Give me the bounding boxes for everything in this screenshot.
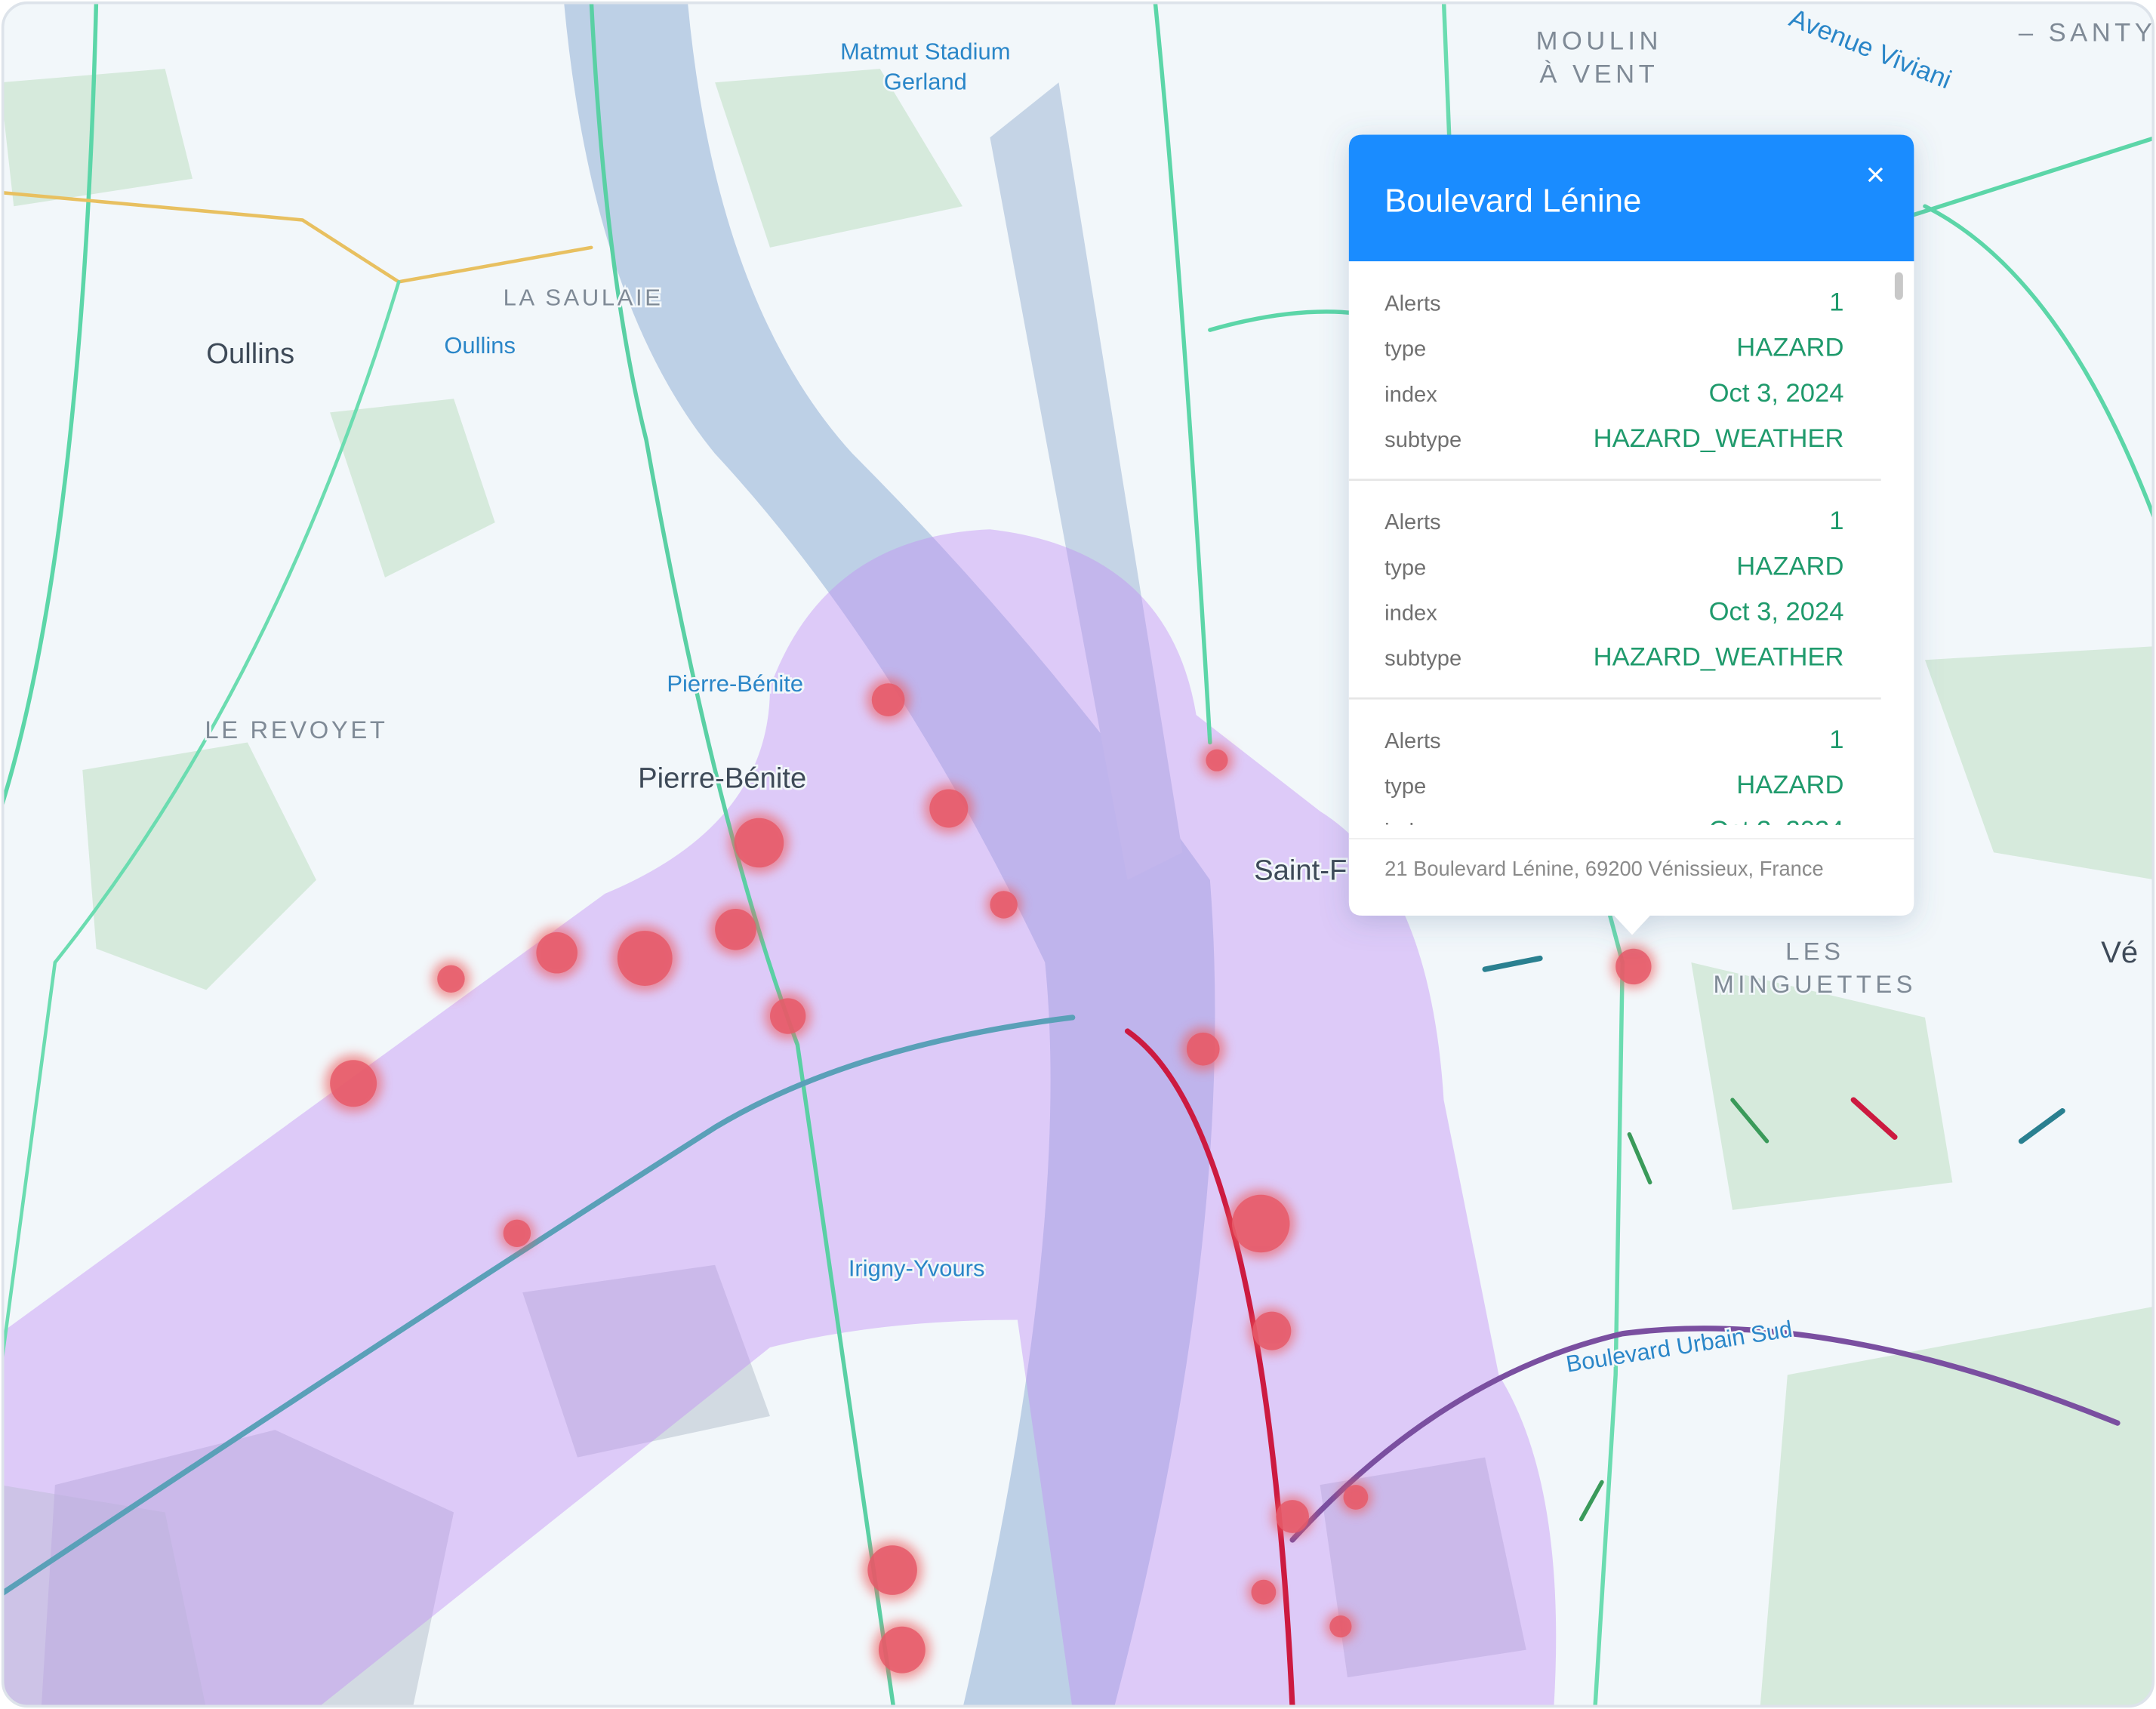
field-label: type xyxy=(1384,774,1426,799)
field-value: Oct 3, 2024 xyxy=(1709,597,1844,626)
field-label: subtype xyxy=(1384,428,1461,452)
field-label: subtype xyxy=(1384,647,1461,671)
field-value: HAZARD xyxy=(1736,552,1843,580)
map-label: Oullins xyxy=(206,337,294,370)
field-value: Oct 3, 2024 xyxy=(1709,816,1844,845)
popup-title: Boulevard Lénine xyxy=(1384,182,1641,219)
map-label: LA SAULAIE xyxy=(504,284,664,310)
map-label: MINGUETTES xyxy=(1714,970,1917,998)
field-value: HAZARD_WEATHER xyxy=(1594,424,1844,453)
field-label: Alerts xyxy=(1384,292,1440,316)
river xyxy=(563,2,1215,1707)
popup-address: 21 Boulevard Lénine, 69200 Vénissieux, F… xyxy=(1384,857,1824,880)
map-label: À VENT xyxy=(1539,59,1659,88)
map-label: Pierre-Bénite xyxy=(638,762,806,795)
field-label: type xyxy=(1384,337,1426,362)
scrollbar[interactable] xyxy=(1894,272,1903,300)
field-value: 1 xyxy=(1829,725,1843,754)
popup-content: Alerts 1 type HAZARD index Oct 3, 2024 subtype… xyxy=(1348,288,1881,845)
field-value: HAZARD_WEATHER xyxy=(1594,643,1844,672)
field-label: index xyxy=(1384,383,1437,407)
canal xyxy=(990,82,1183,880)
popup-header xyxy=(1348,134,1914,262)
popup: Boulevard Lénine × Alerts 1 type HAZARD inde… xyxy=(1348,134,1914,935)
field-value: HAZARD xyxy=(1736,334,1843,362)
field-label: type xyxy=(1384,556,1426,580)
map-label: Saint-F xyxy=(1254,854,1347,887)
field-value: 1 xyxy=(1829,288,1843,317)
map-label: Irigny-Yvours xyxy=(849,1255,985,1281)
close-button[interactable]: × xyxy=(1866,156,1886,193)
alert-dots[interactable] xyxy=(330,683,1652,1674)
map-label: LES xyxy=(1785,937,1844,965)
field-label: index xyxy=(1384,601,1437,625)
map-label: Gerland xyxy=(884,68,967,94)
field-value: 1 xyxy=(1829,507,1843,535)
map-label: LE REVOYET xyxy=(205,716,387,744)
alert-zone xyxy=(2,529,1557,1707)
map-label: Matmut Stadium xyxy=(840,38,1010,64)
popup-body xyxy=(1348,134,1914,935)
map-label: Oullins xyxy=(444,332,516,359)
field-label: index xyxy=(1384,820,1437,844)
map-label: Vé xyxy=(2101,936,2138,969)
map-label: MOULIN xyxy=(1536,27,1662,56)
map-label: – SANTY xyxy=(2019,19,2156,48)
field-value: Oct 3, 2024 xyxy=(1709,379,1844,408)
field-label: Alerts xyxy=(1384,729,1440,753)
map-label: Pierre-Bénite xyxy=(667,670,803,697)
field-label: Alerts xyxy=(1384,510,1440,534)
field-value: HAZARD xyxy=(1736,771,1843,799)
